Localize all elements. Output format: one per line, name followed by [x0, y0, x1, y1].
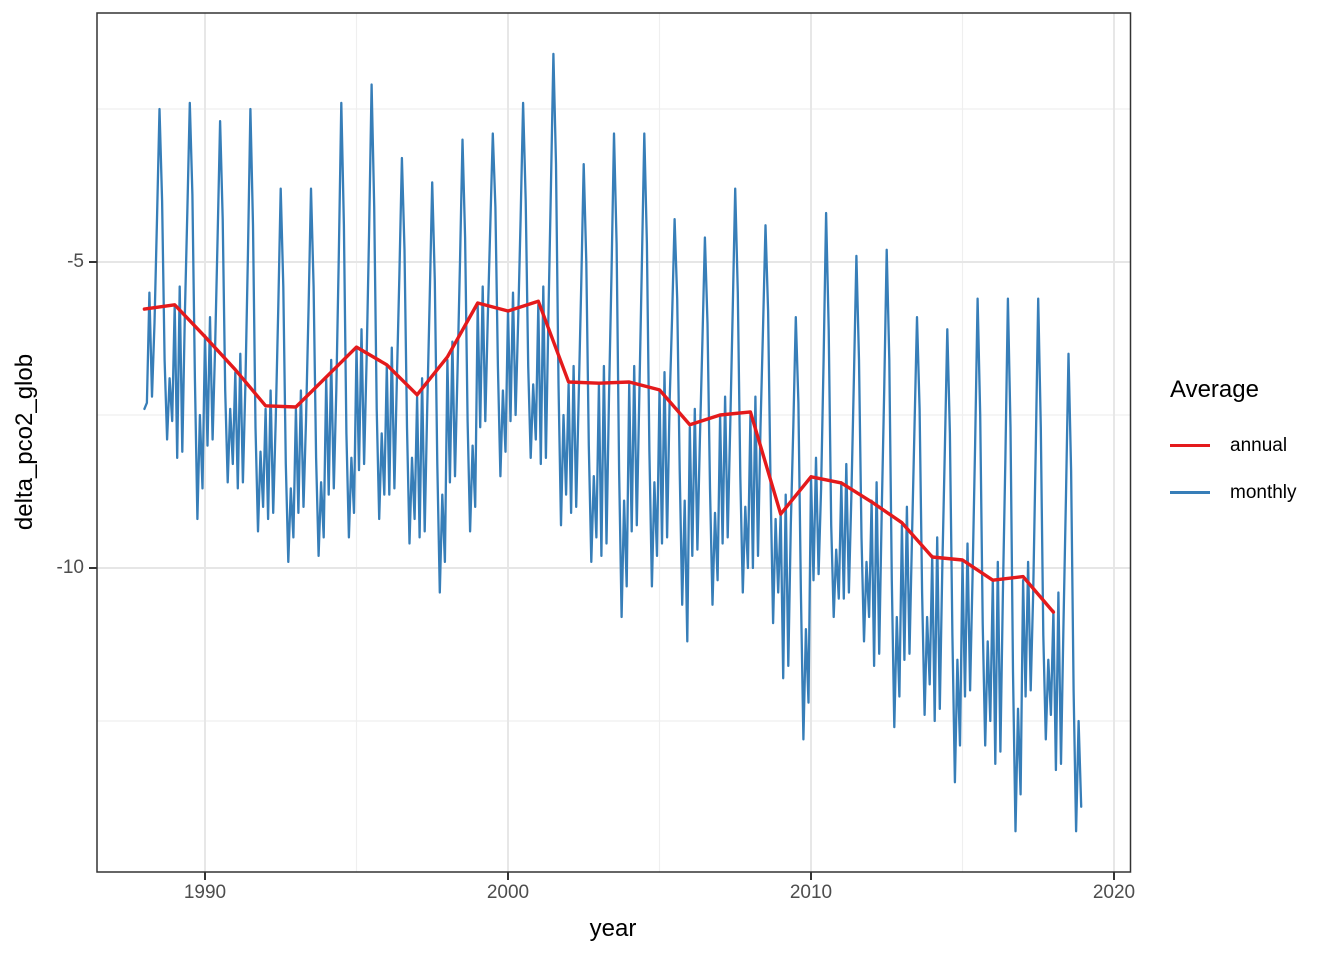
x-tick-label: 2000 [486, 882, 530, 903]
monthly-key-line-icon [1170, 491, 1210, 494]
panel-border [96, 12, 1132, 873]
y-axis-title: delta_pco2_glob [11, 353, 38, 531]
x-tick-label: 1990 [183, 882, 227, 903]
legend-entry-annual-label: annual [1230, 434, 1288, 456]
legend: Average annual monthly [1170, 376, 1344, 516]
monthly-line-series [143, 52, 1083, 833]
annual-line-series [142, 299, 1056, 614]
y-tick-label: -10 [56, 557, 84, 578]
legend-title: Average [1170, 376, 1259, 403]
legend-entry-monthly-label: monthly [1230, 481, 1297, 503]
legend-entry-monthly: monthly [1170, 469, 1344, 516]
legend-entry-annual: annual [1170, 422, 1344, 469]
y-tick-label: -5 [67, 251, 84, 272]
x-axis-title: year [589, 915, 637, 942]
annual-key-line-icon [1170, 444, 1210, 447]
x-tick-label: 2010 [789, 882, 833, 903]
x-tick-label: 2020 [1092, 882, 1136, 903]
